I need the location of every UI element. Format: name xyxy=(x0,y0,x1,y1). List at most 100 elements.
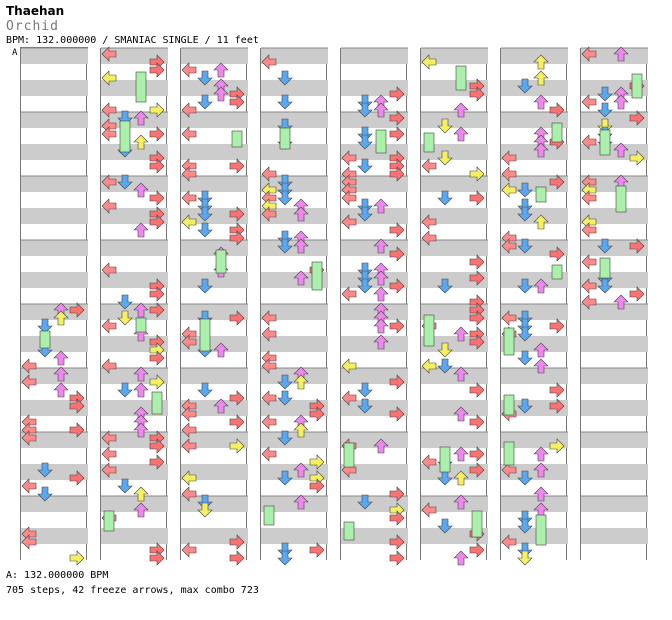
step-arrow xyxy=(149,286,165,302)
beat-stripe xyxy=(101,80,168,96)
step-arrow xyxy=(101,174,117,190)
step-arrow xyxy=(517,542,533,558)
step-arrow xyxy=(437,518,453,534)
step-arrow xyxy=(341,214,357,230)
step-arrow xyxy=(389,110,405,126)
step-arrow xyxy=(533,54,549,70)
beat-stripe xyxy=(581,272,648,288)
beat-stripe xyxy=(421,400,488,416)
freeze-arrow xyxy=(615,185,627,213)
freeze-arrow xyxy=(503,327,515,356)
beat-stripe xyxy=(261,432,328,448)
step-arrow xyxy=(421,454,437,470)
freeze-arrow xyxy=(503,441,515,466)
step-arrow xyxy=(613,46,629,62)
step-arrow xyxy=(453,470,469,486)
beat-stripe xyxy=(181,336,248,352)
step-arrow xyxy=(421,158,437,174)
step-arrow xyxy=(133,222,149,238)
arrow-layer xyxy=(21,302,85,566)
step-arrow xyxy=(229,414,245,430)
freeze-arrow xyxy=(535,514,547,546)
step-arrow xyxy=(197,70,213,86)
step-arrow xyxy=(149,302,165,318)
step-arrow xyxy=(469,270,485,286)
beat-stripe xyxy=(581,400,648,416)
beat-stripe xyxy=(181,112,248,128)
step-arrow xyxy=(533,342,549,358)
step-arrow xyxy=(469,254,485,270)
step-arrow xyxy=(181,62,197,78)
step-arrow xyxy=(389,86,405,102)
step-arrow xyxy=(597,238,613,254)
step-arrow xyxy=(181,406,197,422)
step-arrow xyxy=(293,462,309,478)
chart-column-svg xyxy=(581,46,648,544)
step-arrow xyxy=(261,326,277,342)
step-arrow xyxy=(213,62,229,78)
step-arrow xyxy=(469,310,485,326)
beat-stripe xyxy=(261,208,328,224)
step-arrow xyxy=(341,190,357,206)
step-arrow xyxy=(517,550,533,566)
beat-stripe xyxy=(21,48,88,64)
beat-stripe xyxy=(421,112,488,128)
step-arrow xyxy=(581,134,597,150)
step-arrow xyxy=(613,294,629,310)
step-arrow xyxy=(197,222,213,238)
beat-stripe xyxy=(341,464,408,480)
step-arrow xyxy=(197,190,213,206)
step-arrow xyxy=(69,550,85,566)
step-arrow xyxy=(133,382,149,398)
step-arrow xyxy=(533,446,549,462)
freeze-arrow xyxy=(343,442,355,468)
step-arrow xyxy=(277,374,293,390)
step-arrow xyxy=(181,422,197,438)
step-arrow xyxy=(277,390,293,406)
chart-column xyxy=(20,47,88,566)
step-arrow xyxy=(277,550,293,566)
step-arrow xyxy=(533,142,549,158)
step-arrow xyxy=(373,102,389,118)
step-arrow xyxy=(501,150,517,166)
beat-stripe xyxy=(261,336,328,352)
beat-stripe xyxy=(181,400,248,416)
beat-stripe xyxy=(421,368,488,384)
step-arrow xyxy=(181,486,197,502)
beat-stripe xyxy=(181,272,248,288)
step-arrow xyxy=(469,446,485,462)
step-arrow xyxy=(357,206,373,222)
step-arrow xyxy=(389,318,405,334)
step-arrow xyxy=(341,286,357,302)
step-arrow xyxy=(309,406,325,422)
step-arrow xyxy=(229,438,245,454)
step-arrow xyxy=(581,46,597,62)
beat-stripe xyxy=(501,48,568,64)
step-arrow xyxy=(149,438,165,454)
step-arrow xyxy=(517,78,533,94)
step-arrow xyxy=(389,246,405,262)
beat-stripe xyxy=(21,368,88,384)
freeze-arrow xyxy=(199,318,211,352)
beat-stripe xyxy=(101,112,168,128)
step-arrow xyxy=(213,342,229,358)
step-arrow xyxy=(517,350,533,366)
beat-stripe xyxy=(261,176,328,192)
step-arrow xyxy=(517,510,533,526)
freeze-arrow xyxy=(279,127,291,150)
step-arrow xyxy=(453,550,469,566)
step-arrow xyxy=(597,102,613,118)
step-arrow xyxy=(197,382,213,398)
beat-stripe xyxy=(501,336,568,352)
step-arrow xyxy=(261,446,277,462)
step-arrow xyxy=(21,534,37,550)
step-arrow xyxy=(373,438,389,454)
beat-stripe xyxy=(501,496,568,512)
step-arrow xyxy=(549,398,565,414)
step-arrow xyxy=(277,430,293,446)
beat-stripe xyxy=(581,496,648,512)
step-arrow xyxy=(613,142,629,158)
freeze-arrow xyxy=(631,73,643,99)
freeze-arrow xyxy=(343,521,355,541)
step-arrow xyxy=(309,454,325,470)
